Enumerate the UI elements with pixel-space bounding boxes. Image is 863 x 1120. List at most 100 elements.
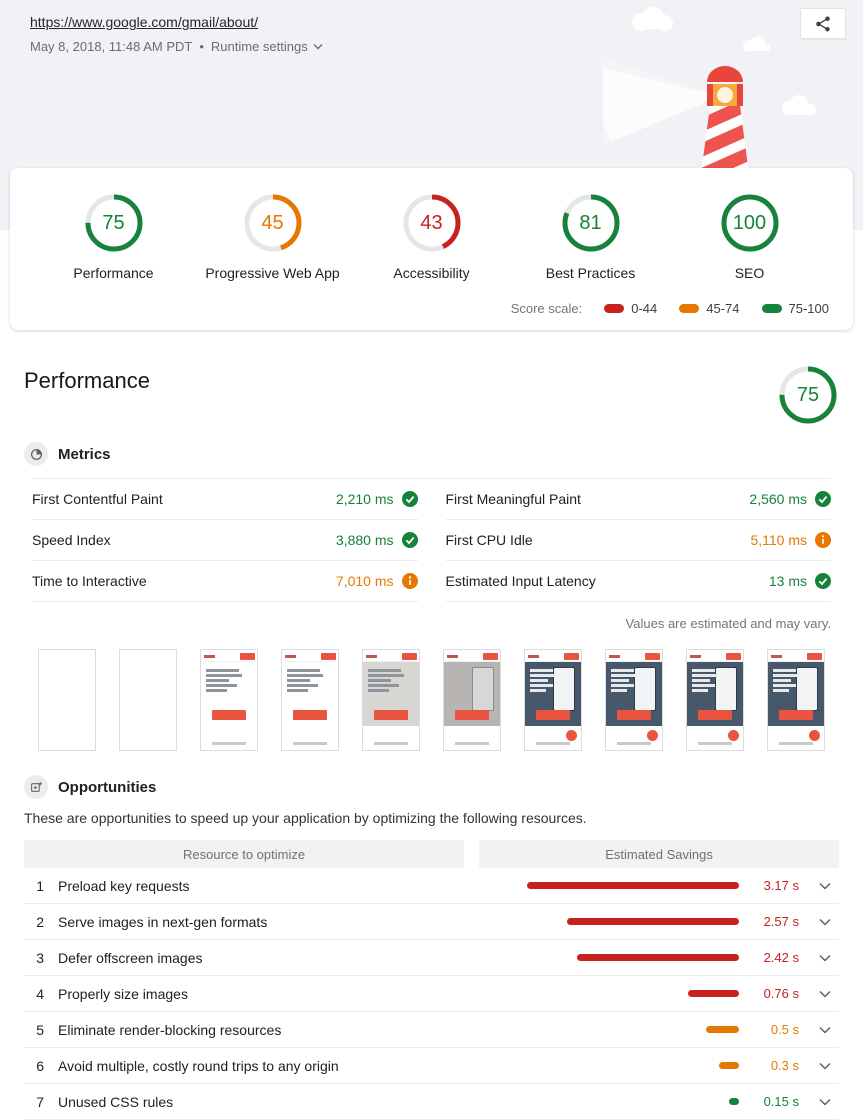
metric-pass-icon [815,491,831,507]
metric-value-group: 13 ms [769,573,831,589]
opportunity-label: Preload key requests [58,877,190,894]
opportunity-row[interactable]: 4 Properly size images 0.76 s [24,976,839,1012]
chevron-down-icon [819,882,831,890]
opportunity-row[interactable]: 7 Unused CSS rules 0.15 s [24,1084,839,1120]
check-icon [401,532,418,548]
chevron-down-icon [313,44,323,50]
savings-bar [527,882,739,889]
share-button[interactable] [800,8,846,39]
savings-bar-track [524,882,739,889]
gauge-label: SEO [734,265,765,281]
filmstrip-frame [200,649,258,751]
report-body: Performance 75 Metrics First Contentful … [0,330,863,1120]
score-scale-range: 75-100 [761,301,829,316]
gauge-ring: 81 [560,192,622,254]
metric-label: Estimated Input Latency [445,573,596,589]
metric-pass-icon [401,491,418,507]
savings-bar [567,918,739,925]
filmstrip-frame [767,649,825,751]
opportunity-label: Avoid multiple, costly round trips to an… [58,1057,339,1074]
metric-value: 3,880 ms [335,532,394,548]
gauge-label: Performance [73,265,154,281]
score-scale-range: 45-74 [679,301,740,316]
filmstrip-frame [362,649,420,751]
opportunity-row[interactable]: 3 Defer offscreen images 2.42 s [24,940,839,976]
gauge-ring: 100 [719,192,781,254]
score-gauge-seo[interactable]: 100 SEO [670,192,829,281]
opportunity-number: 6 [36,1057,44,1074]
metric-label: First Contentful Paint [32,491,163,507]
opportunity-icon [24,775,48,799]
savings-value: 0.15 s [763,1094,799,1109]
metric-pass-icon [815,573,831,589]
opportunity-row[interactable]: 1 Preload key requests 3.17 s [24,868,839,904]
chevron-down-icon [819,1026,831,1034]
gauge-label: Progressive Web App [205,265,340,281]
savings-bar [688,990,739,997]
metric-label: First Meaningful Paint [445,491,581,507]
savings-bar-track [524,990,739,997]
metric-pass-icon [401,532,418,548]
metric-average-icon [815,532,831,548]
meta-separator: • [199,39,204,54]
column-header-resource: Resource to optimize [24,840,465,868]
metric-row: Time to Interactive 7,010 ms [32,561,418,602]
metric-value: 13 ms [768,573,807,589]
gauge-score-value: 45 [261,211,284,234]
report-timestamp: May 8, 2018, 11:48 AM PDT [30,39,193,54]
opportunity-number: 2 [36,913,44,930]
expand-row-button[interactable] [811,1062,839,1070]
opportunity-number: 3 [36,949,44,966]
scores-summary-card: 75 Performance 45 Progressive Web App 43 Ac… [10,168,853,330]
opportunity-label: Properly size images [58,985,188,1002]
score-gauge-accessibility[interactable]: 43 Accessibility [352,192,511,281]
savings-value: 0.5 s [770,1022,799,1037]
opportunity-number: 5 [36,1021,44,1038]
metric-label: First CPU Idle [445,532,533,548]
filmstrip-frame [686,649,744,751]
expand-row-button[interactable] [811,918,839,926]
expand-row-button[interactable] [811,1026,839,1034]
expand-row-button[interactable] [811,954,839,962]
expand-row-button[interactable] [811,882,839,890]
metric-average-icon [401,573,418,589]
metric-value: 7,010 ms [335,573,394,589]
gauge-label: Best Practices [545,265,636,281]
score-scale: Score scale: 0-44 45-74 75-100 [34,301,829,316]
metric-label: Time to Interactive [32,573,147,589]
score-gauge-performance[interactable]: 75 Performance [34,192,193,281]
info-icon [815,532,831,548]
metric-value-group: 7,010 ms [336,573,418,589]
opportunity-number: 4 [36,985,44,1002]
savings-bar-track [524,1062,739,1069]
filmstrip-frame [605,649,663,751]
gauge-score-value: 81 [579,211,602,234]
filmstrip-frame [281,649,339,751]
score-gauge-best-practices[interactable]: 81 Best Practices [511,192,670,281]
chevron-down-icon [819,1098,831,1106]
opportunity-label: Eliminate render-blocking resources [58,1021,282,1038]
score-scale-range-label: 0-44 [631,301,658,316]
expand-row-button[interactable] [811,990,839,998]
performance-section-title: Performance [24,368,150,393]
runtime-settings-toggle[interactable]: Runtime settings [211,39,323,54]
gauge-score-value: 75 [102,211,125,234]
performance-score-gauge[interactable]: 75 [777,364,839,426]
report-url-link[interactable]: https://www.google.com/gmail/about/ [30,14,259,30]
share-icon [816,16,830,31]
metric-row: Speed Index 3,880 ms [32,520,418,561]
expand-row-button[interactable] [811,1098,839,1106]
savings-bar-track [524,918,739,925]
chevron-down-icon [819,990,831,998]
opportunity-label: Serve images in next-gen formats [58,913,268,930]
metrics-header: Metrics [24,442,839,466]
opportunity-label: Defer offscreen images [58,949,203,966]
opportunity-row[interactable]: 6 Avoid multiple, costly round trips to a… [24,1048,839,1084]
score-scale-range-label: 75-100 [788,301,829,316]
score-gauge-progressive-web-app[interactable]: 45 Progressive Web App [193,192,352,281]
opportunities-table: Resource to optimize Estimated Savings 1… [24,840,839,1120]
opportunity-row[interactable]: 2 Serve images in next-gen formats 2.57 s [24,904,839,940]
opportunity-row[interactable]: 5 Eliminate render-blocking resources 0.5 … [24,1012,839,1048]
opportunity-number: 7 [36,1093,44,1110]
